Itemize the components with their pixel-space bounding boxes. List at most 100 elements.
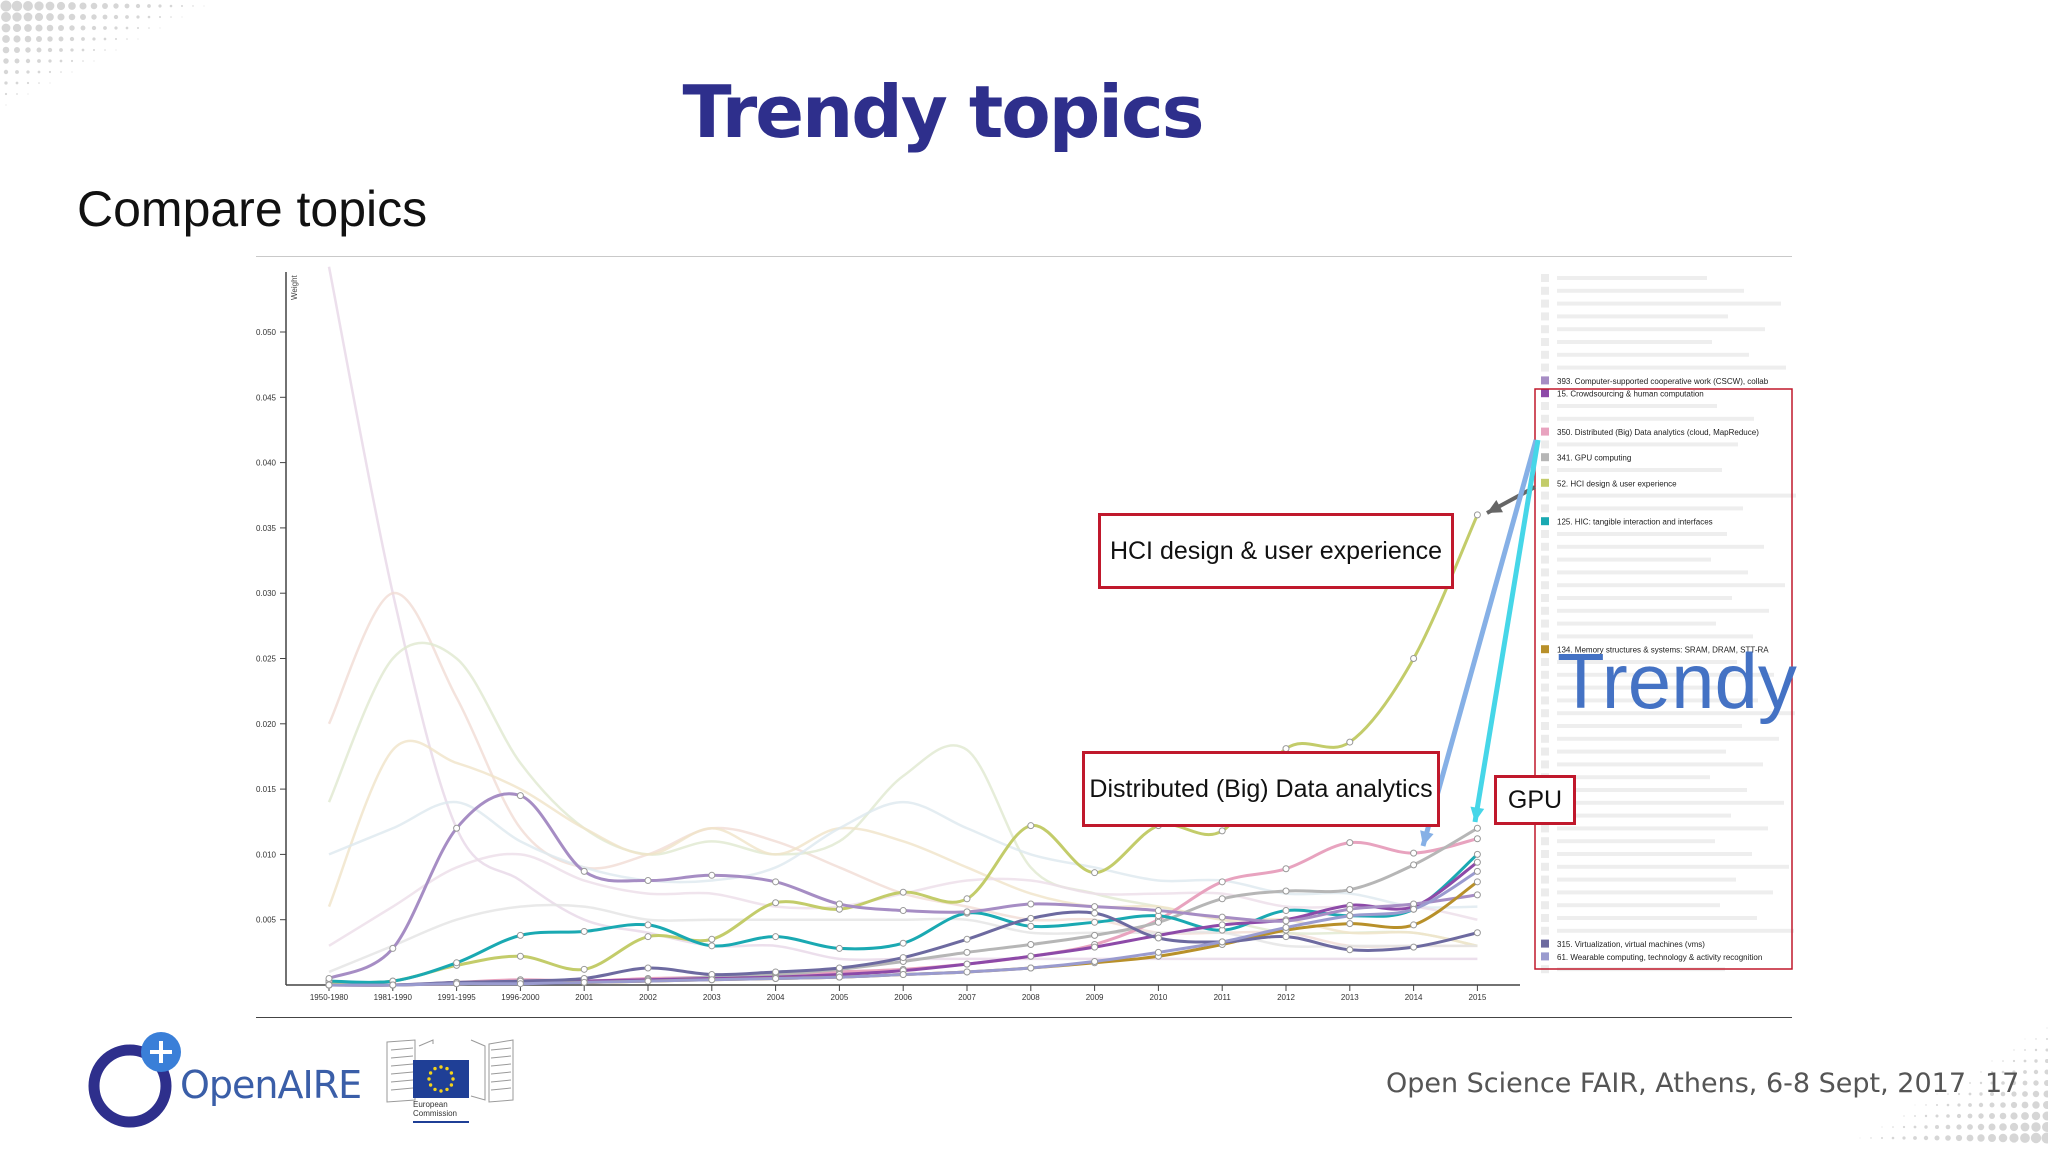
legend-swatch-faded[interactable]	[1541, 594, 1549, 602]
legend-label-faded[interactable]	[1557, 352, 1749, 357]
legend-label-faded[interactable]	[1557, 685, 1721, 690]
legend-swatch-faded[interactable]	[1541, 875, 1549, 884]
legend-swatch-faded[interactable]	[1541, 683, 1549, 692]
legend-label-faded[interactable]	[1557, 301, 1781, 306]
legend-swatch-faded[interactable]	[1541, 901, 1549, 910]
legend-swatch-faded[interactable]	[1541, 402, 1549, 410]
legend-label-faded[interactable]	[1557, 775, 1710, 780]
legend-label-faded[interactable]	[1557, 788, 1747, 792]
legend-label-faded[interactable]	[1557, 544, 1764, 549]
legend-swatch-faded[interactable]	[1541, 491, 1549, 500]
legend-label-faded[interactable]	[1557, 928, 1794, 933]
legend-label[interactable]: 125. HIC: tangible interaction and inter…	[1557, 518, 1713, 527]
legend-swatch-faded[interactable]	[1541, 581, 1549, 590]
legend-label[interactable]: 134. Memory structures & systems: SRAM, …	[1557, 646, 1769, 655]
legend-label-faded[interactable]	[1557, 698, 1758, 703]
legend-label-faded[interactable]	[1557, 608, 1769, 613]
legend-label-faded[interactable]	[1557, 570, 1748, 575]
legend-swatch-faded[interactable]	[1541, 299, 1549, 308]
legend-label-faded[interactable]	[1557, 852, 1752, 856]
legend-label-faded[interactable]	[1557, 660, 1737, 664]
legend-swatch-faded[interactable]	[1541, 862, 1549, 871]
legend-label-faded[interactable]	[1557, 634, 1753, 639]
legend-label-faded[interactable]	[1557, 557, 1711, 562]
legend-swatch-faded[interactable]	[1541, 926, 1549, 935]
legend-swatch[interactable]	[1541, 952, 1549, 961]
legend-swatch-faded[interactable]	[1541, 568, 1549, 577]
legend-label[interactable]: 61. Wearable computing, technology & act…	[1557, 953, 1762, 962]
legend-swatch-faded[interactable]	[1541, 363, 1549, 372]
legend-label-faded[interactable]	[1557, 916, 1757, 920]
legend-swatch-faded[interactable]	[1541, 722, 1549, 730]
legend-swatch-faded[interactable]	[1541, 542, 1549, 551]
legend-swatch[interactable]	[1541, 517, 1549, 526]
legend-swatch[interactable]	[1541, 645, 1549, 654]
legend-label-faded[interactable]	[1557, 903, 1720, 908]
legend-label[interactable]: 341. GPU computing	[1557, 454, 1631, 463]
legend-swatch-faded[interactable]	[1541, 670, 1549, 679]
legend-swatch-faded[interactable]	[1541, 696, 1549, 705]
legend-swatch-faded[interactable]	[1541, 888, 1549, 897]
legend-swatch-faded[interactable]	[1541, 734, 1549, 743]
legend-label-faded[interactable]	[1557, 800, 1784, 805]
legend-swatch-faded[interactable]	[1541, 824, 1549, 833]
legend-label-faded[interactable]	[1557, 288, 1744, 293]
legend-label-faded[interactable]	[1557, 493, 1796, 498]
legend-swatch-faded[interactable]	[1541, 504, 1549, 513]
legend-label-faded[interactable]	[1557, 468, 1722, 472]
legend-swatch-faded[interactable]	[1541, 350, 1549, 359]
legend-swatch-faded[interactable]	[1541, 325, 1549, 334]
legend-swatch-faded[interactable]	[1541, 760, 1549, 769]
legend-swatch-faded[interactable]	[1541, 850, 1549, 858]
legend-label[interactable]: 350. Distributed (Big) Data analytics (c…	[1557, 428, 1759, 437]
legend-label-faded[interactable]	[1557, 813, 1731, 818]
legend-label-faded[interactable]	[1557, 442, 1738, 447]
legend-label-faded[interactable]	[1557, 864, 1789, 869]
legend-swatch-faded[interactable]	[1541, 837, 1549, 846]
legend-label-faded[interactable]	[1557, 877, 1736, 882]
legend-swatch-faded[interactable]	[1541, 606, 1549, 615]
legend-swatch[interactable]	[1541, 427, 1549, 436]
legend-label-faded[interactable]	[1557, 583, 1785, 588]
legend-swatch-faded[interactable]	[1541, 709, 1549, 718]
legend-swatch-faded[interactable]	[1541, 274, 1549, 282]
legend-label[interactable]: 52. HCI design & user experience	[1557, 479, 1677, 488]
legend-label-faded[interactable]	[1557, 736, 1779, 741]
legend-label-faded[interactable]	[1557, 327, 1765, 332]
legend-label-faded[interactable]	[1557, 532, 1727, 536]
legend-swatch-faded[interactable]	[1541, 555, 1549, 564]
legend-label-faded[interactable]	[1557, 340, 1712, 344]
legend-label-faded[interactable]	[1557, 672, 1774, 677]
legend-label-faded[interactable]	[1557, 762, 1763, 767]
legend-label-faded[interactable]	[1557, 711, 1795, 716]
legend-label-faded[interactable]	[1557, 276, 1707, 280]
legend-label-faded[interactable]	[1557, 890, 1773, 895]
legend-swatch-faded[interactable]	[1541, 440, 1549, 449]
legend-label[interactable]: 15. Crowdsourcing & human computation	[1557, 390, 1704, 399]
legend-swatch[interactable]	[1541, 939, 1549, 948]
legend-label-faded[interactable]	[1557, 365, 1786, 370]
legend-swatch[interactable]	[1541, 453, 1549, 462]
legend-label-faded[interactable]	[1557, 839, 1715, 844]
legend-label-faded[interactable]	[1557, 621, 1716, 626]
legend-label-faded[interactable]	[1557, 404, 1717, 408]
legend-swatch-faded[interactable]	[1541, 312, 1549, 321]
legend-swatch-faded[interactable]	[1541, 466, 1549, 474]
legend-swatch[interactable]	[1541, 376, 1549, 385]
legend-swatch-faded[interactable]	[1541, 914, 1549, 922]
legend-swatch-faded[interactable]	[1541, 747, 1549, 756]
legend-swatch-faded[interactable]	[1541, 286, 1549, 295]
legend-label[interactable]: 393. Computer-supported cooperative work…	[1557, 377, 1769, 386]
legend-label-faded[interactable]	[1557, 416, 1754, 421]
legend-label-faded[interactable]	[1557, 596, 1732, 600]
legend-swatch-faded[interactable]	[1541, 530, 1549, 538]
legend-label-faded[interactable]	[1557, 724, 1742, 728]
legend-label-faded[interactable]	[1557, 506, 1743, 511]
legend-label-faded[interactable]	[1557, 749, 1726, 754]
legend-swatch[interactable]	[1541, 389, 1549, 398]
legend-label-faded[interactable]	[1557, 826, 1768, 831]
legend-label[interactable]: 315. Virtualization, virtual machines (v…	[1557, 940, 1705, 949]
legend-label-faded[interactable]	[1557, 314, 1728, 319]
legend-swatch-faded[interactable]	[1541, 619, 1549, 628]
legend-swatch-faded[interactable]	[1541, 338, 1549, 346]
